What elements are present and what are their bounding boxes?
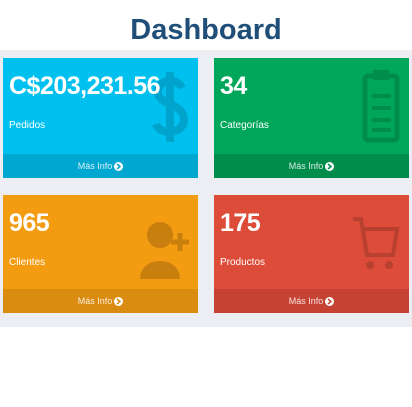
card-label: Pedidos: [9, 120, 46, 131]
icon: [353, 217, 400, 269]
card-label: Clientes: [9, 257, 46, 268]
card-value: 965: [9, 209, 50, 237]
card: 965 Clientes Más Info: [3, 195, 198, 313]
card: 34 Categorías Más Info: [214, 58, 409, 178]
more-info-link[interactable]: Más Info: [214, 289, 409, 313]
link-text: Más Info: [288, 296, 324, 306]
link-text: Más Info: [77, 161, 113, 171]
arrow-icon: [325, 297, 335, 307]
card-label: Categorías: [220, 120, 269, 131]
arrow-icon: [114, 162, 124, 172]
arrow-icon: [114, 297, 124, 307]
icon: [140, 222, 189, 279]
card-label: Productos: [220, 257, 266, 268]
more-info-link[interactable]: Más Info: [214, 154, 409, 178]
card-value: 34: [220, 72, 247, 100]
icon: [152, 72, 189, 142]
page-title: Dashboard: [130, 14, 282, 46]
more-info-link[interactable]: Más Info: [3, 154, 198, 178]
icon: [362, 70, 400, 143]
arrow-icon: [325, 162, 335, 172]
card-area: C$203,231.56 Pedidos Más Info 34 Categor…: [0, 50, 412, 327]
card: 175 Productos Más Info: [214, 195, 409, 313]
card: C$203,231.56 Pedidos Más Info: [3, 58, 198, 178]
card-value: 175: [220, 209, 261, 237]
card-value: C$203,231.56: [9, 72, 161, 100]
link-text: Más Info: [77, 296, 113, 306]
more-info-link[interactable]: Más Info: [3, 289, 198, 313]
link-text: Más Info: [288, 161, 324, 171]
